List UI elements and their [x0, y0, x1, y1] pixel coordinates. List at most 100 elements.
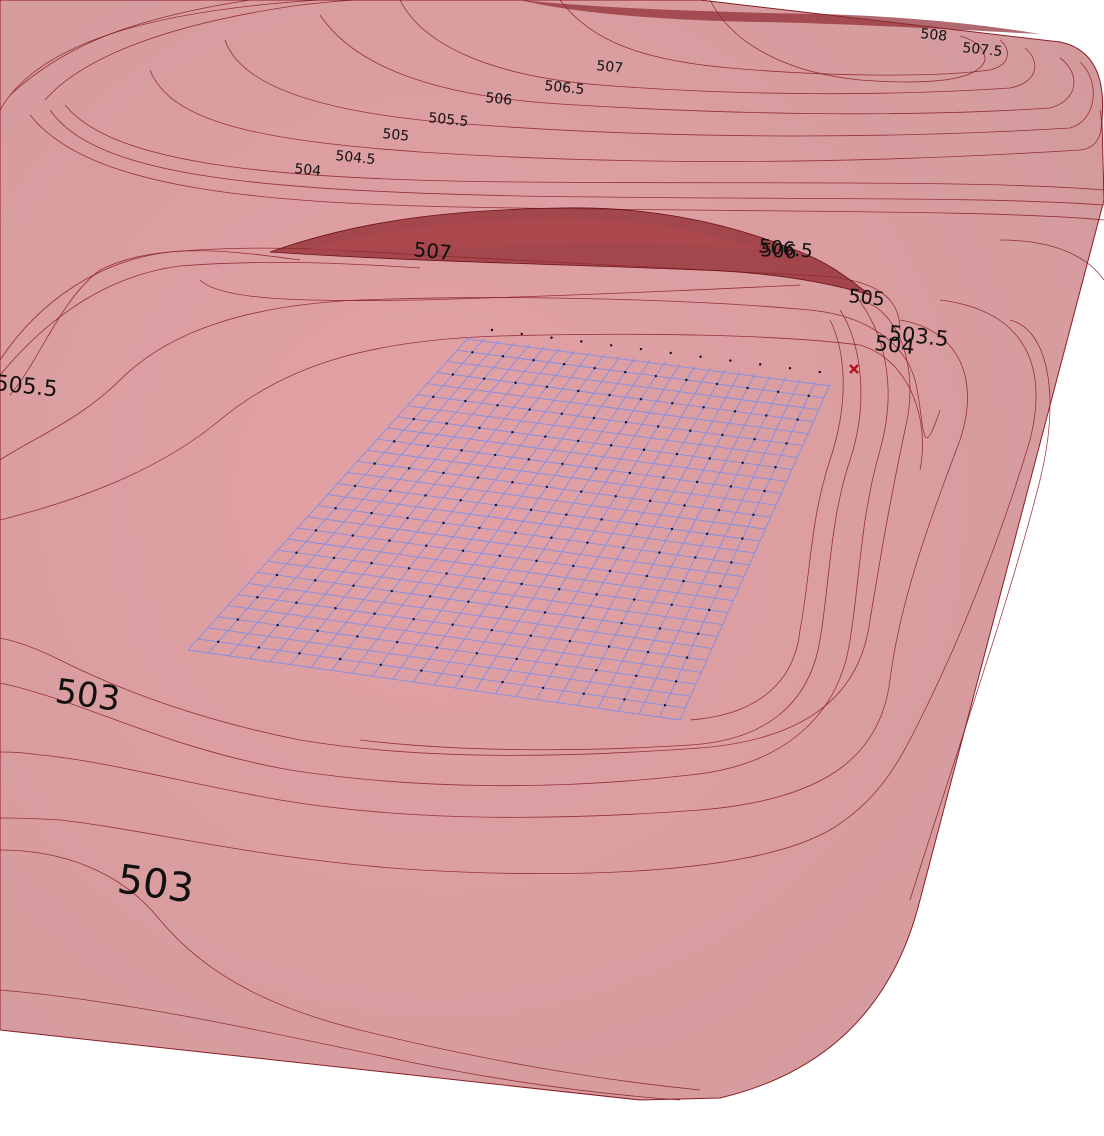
grid-line [287, 538, 734, 602]
sample-point [493, 453, 497, 457]
sample-point [351, 534, 354, 537]
grid-line [228, 340, 500, 657]
sample-point [424, 494, 427, 497]
contour-line [0, 299, 1037, 875]
sample-point [702, 406, 705, 409]
grid-line [377, 438, 782, 494]
grid-line [679, 383, 831, 721]
sample-point [683, 504, 686, 507]
sample-point [557, 587, 561, 591]
sample-point [295, 551, 298, 554]
sample-point [658, 627, 662, 630]
sample-point [275, 573, 279, 577]
contour-label: 505.5 [0, 371, 59, 402]
grid-line [249, 342, 515, 660]
sample-point [471, 351, 474, 354]
contour-line [909, 319, 1051, 901]
sample-point [334, 607, 337, 610]
contour-label: 507.5 [962, 40, 1004, 60]
grid-line [577, 373, 756, 706]
grid-line [474, 363, 681, 692]
sample-point [478, 526, 481, 530]
grid-line [659, 381, 816, 718]
sample-point [694, 556, 697, 559]
sample-point [741, 461, 744, 465]
sample-point [658, 551, 661, 554]
sample-point [256, 596, 259, 599]
contour-line [999, 239, 1104, 281]
sample-point [624, 370, 627, 374]
sample-point [379, 663, 382, 667]
contour-line [149, 69, 1102, 162]
sample-point [461, 549, 465, 552]
sample-point [624, 421, 628, 424]
sample-point [635, 523, 638, 526]
contour-line [9, 250, 301, 396]
contour-label: 506 [485, 90, 513, 109]
contour-lines [0, 0, 1104, 1101]
sample-point [577, 389, 580, 393]
sample-point [746, 386, 749, 390]
contour-line [359, 309, 862, 751]
sample-point [467, 600, 470, 603]
sample-point [392, 440, 396, 443]
sample-point [514, 531, 517, 535]
contour-line [49, 109, 1104, 206]
grid-line [187, 649, 681, 721]
sample-point [671, 402, 674, 405]
contour-label: 506.5 [544, 78, 586, 98]
sample-point [445, 572, 448, 575]
grid-line [638, 379, 801, 715]
sample-point [550, 536, 553, 539]
sample-point [543, 611, 547, 614]
sample-point [338, 657, 342, 661]
sample-point [582, 692, 585, 695]
sample-point [560, 412, 563, 415]
sample-point [572, 564, 575, 568]
grid-line [392, 356, 620, 680]
sample-point [482, 377, 486, 380]
grid-line [618, 377, 786, 712]
x-marker-icon[interactable] [849, 364, 859, 374]
sample-point [729, 359, 732, 362]
sample-point [529, 634, 533, 637]
sample-point [715, 382, 719, 386]
contour-line [0, 333, 923, 521]
sample-point [425, 544, 428, 547]
sample-point [561, 462, 564, 466]
sample-point [515, 657, 518, 661]
grid-line [187, 336, 470, 651]
sample-point [496, 404, 499, 407]
sample-point [635, 674, 638, 677]
sample-point [609, 344, 613, 347]
contour-line [689, 319, 844, 721]
sample-point [682, 579, 685, 583]
contour-label: 504 [873, 331, 915, 359]
sample-point [428, 595, 432, 598]
sample-point [511, 431, 514, 434]
grid-line [351, 352, 590, 674]
sample-point [620, 621, 623, 625]
sample-point [490, 628, 493, 632]
grid-line [357, 460, 771, 518]
grid-line [227, 605, 702, 673]
sample-point [464, 399, 467, 403]
sample-point [395, 640, 399, 644]
sample-point [568, 639, 572, 643]
terrain-ridge [0, 0, 1040, 296]
contour-line [399, 0, 1036, 95]
grid-line [417, 394, 803, 446]
sample-point [717, 508, 721, 512]
sample-point [662, 476, 665, 479]
sample-point [580, 340, 583, 343]
sample-point [475, 652, 479, 655]
grid-line [297, 527, 739, 590]
sample-point [765, 414, 768, 417]
sample-point [332, 556, 336, 560]
sample-point [582, 616, 585, 619]
grid-line [207, 627, 691, 697]
sample-point [295, 601, 298, 604]
sample-point [595, 668, 598, 672]
